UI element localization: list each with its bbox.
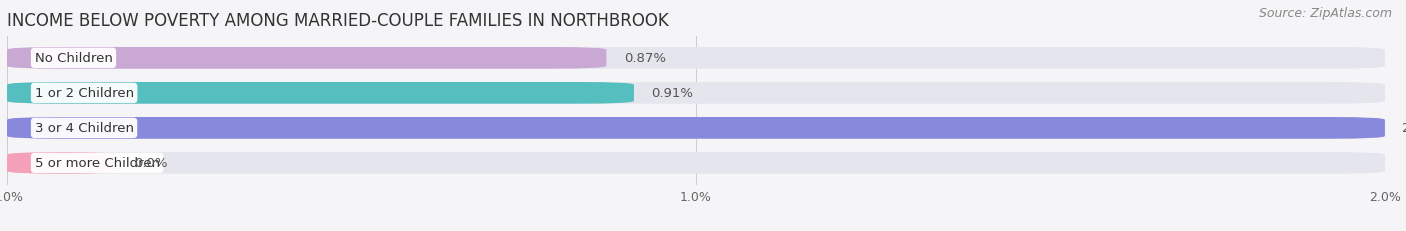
Text: 0.91%: 0.91%: [651, 87, 693, 100]
Text: 2.0%: 2.0%: [1402, 122, 1406, 135]
FancyBboxPatch shape: [7, 83, 1385, 104]
Text: Source: ZipAtlas.com: Source: ZipAtlas.com: [1258, 7, 1392, 20]
FancyBboxPatch shape: [7, 83, 634, 104]
FancyBboxPatch shape: [7, 48, 606, 69]
Text: INCOME BELOW POVERTY AMONG MARRIED-COUPLE FAMILIES IN NORTHBROOK: INCOME BELOW POVERTY AMONG MARRIED-COUPL…: [7, 12, 669, 30]
FancyBboxPatch shape: [7, 118, 1385, 139]
FancyBboxPatch shape: [7, 48, 1385, 69]
Text: 5 or more Children: 5 or more Children: [35, 157, 160, 170]
Text: 1 or 2 Children: 1 or 2 Children: [35, 87, 134, 100]
FancyBboxPatch shape: [7, 152, 1385, 174]
Text: 0.87%: 0.87%: [624, 52, 665, 65]
Text: 0.0%: 0.0%: [135, 157, 167, 170]
Text: No Children: No Children: [35, 52, 112, 65]
FancyBboxPatch shape: [7, 118, 1385, 139]
Text: 3 or 4 Children: 3 or 4 Children: [35, 122, 134, 135]
FancyBboxPatch shape: [7, 152, 117, 174]
